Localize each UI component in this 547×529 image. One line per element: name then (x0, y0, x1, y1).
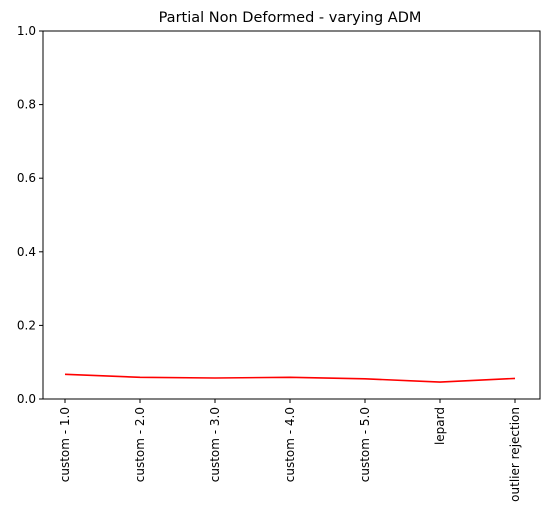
series-layer (65, 374, 515, 382)
x-tick-label: custom - 4.0 (283, 407, 297, 482)
x-tick-label: custom - 2.0 (133, 407, 147, 482)
y-tick-label: 0.6 (17, 171, 36, 185)
x-tick-label: outlier rejection (508, 407, 522, 502)
chart-title: Partial Non Deformed - varying ADM (159, 10, 422, 26)
x-tick-label: lepard (433, 407, 447, 445)
y-tick-label: 1.0 (17, 24, 36, 38)
y-tick-label: 0.0 (17, 392, 36, 406)
x-tick-label: custom - 5.0 (358, 407, 372, 482)
y-axis: 0.0 0.2 0.4 0.6 0.8 1.0 (17, 24, 43, 406)
series-line (65, 374, 515, 382)
y-tick-label: 0.4 (17, 245, 36, 259)
x-tick-label: custom - 1.0 (58, 407, 72, 482)
plot-area-frame (43, 31, 540, 399)
x-tick-label: custom - 3.0 (208, 407, 222, 482)
x-axis: custom - 1.0 custom - 2.0 custom - 3.0 cust… (58, 399, 522, 502)
y-tick-label: 0.2 (17, 318, 36, 332)
y-tick-label: 0.8 (17, 98, 36, 112)
